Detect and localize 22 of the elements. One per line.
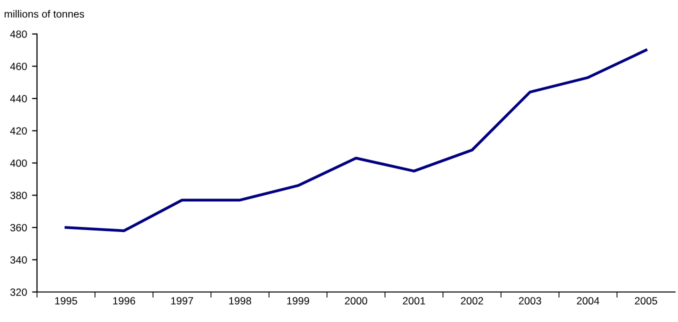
x-tick-label: 2003 <box>518 297 542 305</box>
x-tick-label: 1999 <box>287 297 310 305</box>
y-tick-label: 400 <box>10 160 27 167</box>
x-tick-label: 2004 <box>576 297 600 305</box>
y-tick-label: 480 <box>10 30 27 38</box>
x-tick-label: 1998 <box>229 297 252 305</box>
y-tick-label: 440 <box>10 95 27 102</box>
line-series <box>64 48 648 232</box>
y-tick-label: 420 <box>10 127 27 135</box>
y-tick-label: 360 <box>10 224 27 232</box>
x-tick-label: 1995 <box>55 297 78 305</box>
x-tick-label: 2005 <box>634 297 658 305</box>
y-tick-label: 340 <box>10 256 27 264</box>
y-axis-title: millions of tonnes <box>4 10 84 18</box>
y-tick-label: 380 <box>10 192 27 200</box>
y-tick-label: 320 <box>10 288 27 296</box>
y-tick-label: 460 <box>10 62 27 70</box>
x-tick-label: 2001 <box>402 297 426 305</box>
x-tick-label: 2002 <box>460 297 484 305</box>
x-tick-label: 1997 <box>171 297 194 305</box>
x-tick-label: 1996 <box>113 297 136 305</box>
x-tick-label: 2000 <box>344 297 368 305</box>
